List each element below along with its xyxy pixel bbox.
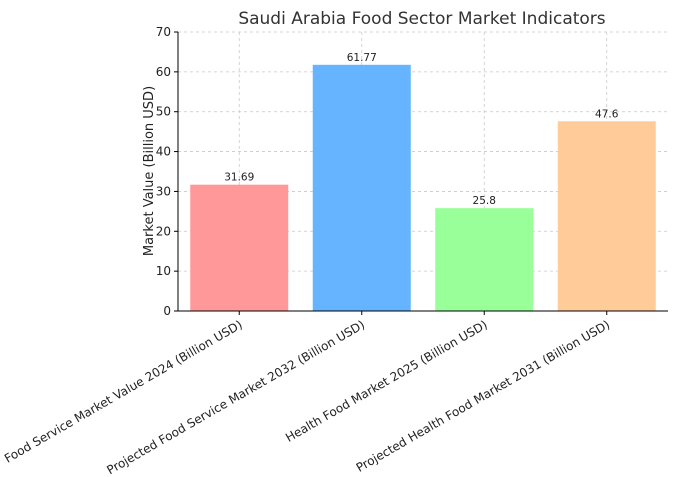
y-ticks: 0 10 20 30 40 50 60 70 bbox=[156, 25, 178, 318]
bar-value-label: 25.8 bbox=[473, 195, 496, 207]
y-tick-label: 0 bbox=[163, 304, 171, 318]
bar-3 bbox=[435, 208, 534, 311]
bars bbox=[190, 64, 656, 311]
y-tick-label: 10 bbox=[156, 264, 171, 278]
y-tick-label: 40 bbox=[156, 145, 171, 159]
y-tick-label: 50 bbox=[156, 105, 171, 119]
x-tick-label: Projected Health Food Market 2031 (Billi… bbox=[354, 317, 613, 474]
x-tick-label: Projected Food Service Market 2032 (Bill… bbox=[104, 317, 367, 477]
bar-value-label: 61.77 bbox=[347, 52, 377, 64]
y-axis-label: Market Value (Billion USD) bbox=[142, 86, 157, 256]
bar-value-label: 31.69 bbox=[224, 172, 254, 184]
y-tick-label: 60 bbox=[156, 65, 171, 79]
value-labels: 31.69 61.77 25.8 47.6 bbox=[224, 52, 619, 207]
axes bbox=[177, 32, 668, 315]
bar-4 bbox=[557, 121, 656, 311]
chart-title: Saudi Arabia Food Sector Market Indicato… bbox=[238, 9, 605, 29]
bar-1 bbox=[190, 184, 289, 311]
y-tick-label: 30 bbox=[156, 184, 171, 198]
x-tick-label: Food Service Market Value 2024 (Billion … bbox=[2, 317, 245, 465]
bar-2 bbox=[312, 64, 411, 311]
bar-value-label: 47.6 bbox=[595, 108, 619, 120]
x-categories: Food Service Market Value 2024 (Billion … bbox=[2, 317, 612, 477]
x-tick-label: Health Food Market 2025 (Billion USD) bbox=[283, 317, 490, 444]
y-tick-label: 20 bbox=[156, 224, 171, 238]
y-tick-label: 70 bbox=[156, 25, 171, 39]
